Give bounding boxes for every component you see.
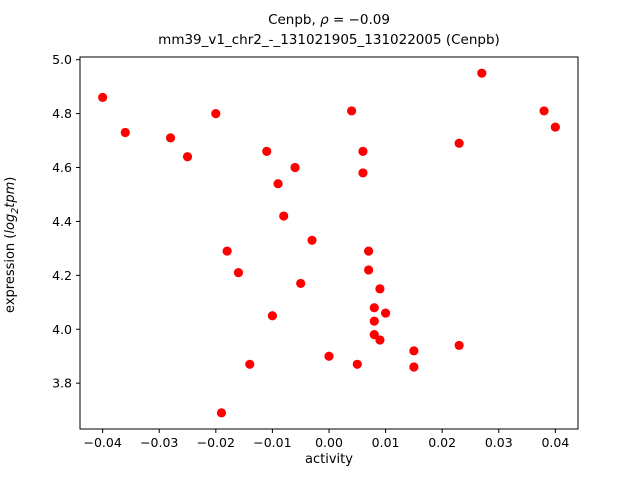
x-tick-label: −0.02 bbox=[197, 435, 235, 450]
y-tick-label: 4.2 bbox=[52, 268, 72, 283]
data-point bbox=[550, 122, 560, 132]
x-tick-label: 0.02 bbox=[428, 435, 456, 450]
data-point bbox=[262, 146, 272, 156]
data-point bbox=[233, 268, 244, 278]
data-point bbox=[273, 179, 283, 189]
data-point bbox=[165, 133, 176, 143]
data-point bbox=[222, 246, 232, 256]
y-tick-label: 4.6 bbox=[52, 160, 72, 175]
data-point bbox=[267, 311, 278, 321]
data-point bbox=[358, 146, 368, 156]
data-point bbox=[409, 346, 419, 356]
data-point bbox=[369, 303, 379, 313]
data-point bbox=[182, 152, 193, 162]
y-tick-label: 5.0 bbox=[52, 52, 72, 67]
data-point bbox=[454, 138, 464, 148]
x-tick-label: 0.03 bbox=[485, 435, 513, 450]
data-point bbox=[120, 127, 130, 138]
data-point bbox=[279, 211, 289, 221]
data-point bbox=[245, 359, 255, 369]
data-point bbox=[454, 340, 464, 351]
data-point bbox=[477, 68, 487, 78]
rho-symbol: ρ bbox=[320, 12, 329, 28]
y-tick-label: 4.8 bbox=[52, 106, 72, 121]
data-point bbox=[296, 278, 306, 289]
title-block: Cenpb, ρ = −0.09 mm39_v1_chr2_-_13102190… bbox=[80, 10, 578, 50]
data-point bbox=[211, 109, 221, 119]
data-point bbox=[364, 265, 374, 275]
axes-frame bbox=[79, 56, 579, 430]
x-tick-label: 0.04 bbox=[541, 435, 569, 450]
data-point bbox=[364, 246, 374, 256]
data-point bbox=[375, 335, 385, 345]
x-tick-label: −0.01 bbox=[253, 435, 291, 450]
y-axis-label: expression (log2tpm) bbox=[3, 176, 21, 313]
data-point bbox=[539, 106, 549, 116]
data-point bbox=[358, 168, 368, 178]
data-point bbox=[352, 359, 362, 369]
y-tick-label: 3.8 bbox=[52, 376, 72, 391]
data-point bbox=[324, 351, 334, 361]
y-tick-label: 4.4 bbox=[52, 214, 72, 229]
y-tick-label: 4.0 bbox=[52, 322, 72, 337]
data-point bbox=[409, 362, 419, 372]
x-tick-label: 0.00 bbox=[315, 435, 343, 450]
data-point bbox=[375, 284, 385, 294]
data-point bbox=[290, 162, 300, 173]
chart-title: Cenpb, ρ = −0.09 bbox=[268, 12, 390, 28]
x-tick-label: 0.01 bbox=[372, 435, 400, 450]
data-point bbox=[380, 308, 391, 318]
chart-subtitle: mm39_v1_chr2_-_131021905_131022005 (Cenp… bbox=[158, 32, 500, 48]
data-point bbox=[98, 92, 108, 103]
x-tick-label: −0.03 bbox=[140, 435, 178, 450]
x-tick-label: −0.04 bbox=[83, 435, 121, 450]
x-axis-label: activity bbox=[305, 452, 353, 467]
data-point bbox=[307, 235, 317, 245]
data-point bbox=[369, 316, 379, 326]
data-point bbox=[347, 106, 357, 116]
data-point bbox=[216, 408, 227, 418]
